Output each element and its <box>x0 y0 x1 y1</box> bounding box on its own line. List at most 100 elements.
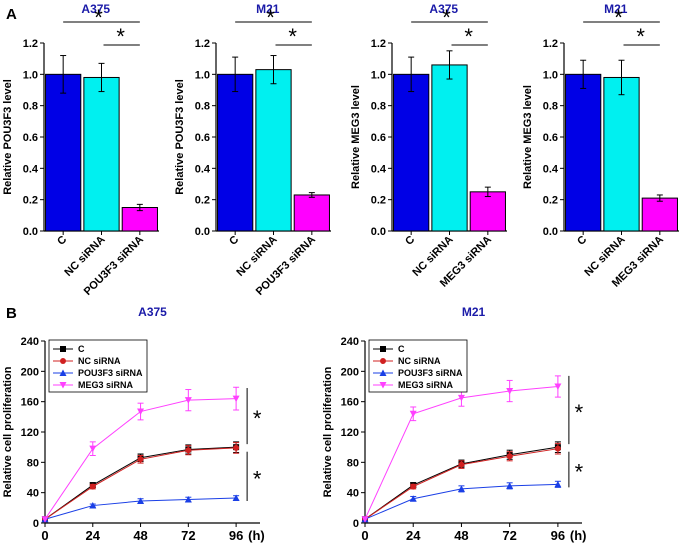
bar <box>393 73 430 232</box>
data-point <box>184 495 192 503</box>
bar <box>83 76 120 232</box>
significance-star: * <box>636 24 645 49</box>
chart-title: A375 <box>429 2 458 16</box>
y-tick-label: 240 <box>341 336 359 348</box>
y-tick-label: 0.4 <box>23 163 39 175</box>
bar-chart-4: 0.0 0.2 0.4 0.6 0.8 1.0 1.2 Relative MEG3 level… <box>522 2 679 290</box>
y-tick-label: 120 <box>21 427 39 439</box>
data-point <box>59 369 67 376</box>
data-point <box>409 495 417 502</box>
bar <box>565 73 602 232</box>
y-tick-label: 0.6 <box>195 132 210 144</box>
data-point <box>232 395 240 403</box>
bar <box>45 73 82 232</box>
y-tick-label: 1.0 <box>543 69 558 81</box>
significance-star: * <box>288 24 297 49</box>
data-point <box>233 444 240 451</box>
data-point <box>41 516 49 523</box>
bar <box>641 197 678 232</box>
y-tick-label: 0.4 <box>371 163 387 175</box>
chart-title: M21 <box>604 2 628 16</box>
x-tick-label: 72 <box>181 528 195 543</box>
data-point <box>137 408 145 416</box>
y-tick-label: 0.8 <box>195 101 210 113</box>
data-point <box>185 447 192 454</box>
y-tick-label: 200 <box>341 366 359 378</box>
category-label: C <box>227 234 241 248</box>
data-point <box>137 456 144 463</box>
data-point <box>380 358 386 364</box>
significance-star: * <box>575 400 584 425</box>
significance-star: * <box>266 5 275 30</box>
chart-title: M21 <box>462 305 486 319</box>
significance-star: * <box>116 24 125 49</box>
data-point <box>554 383 562 390</box>
y-tick-label: 0.4 <box>543 163 559 175</box>
y-tick-label: 0.6 <box>543 132 558 144</box>
bar <box>431 64 468 232</box>
data-point <box>458 461 465 468</box>
category-label: C <box>55 234 69 248</box>
legend: C NC siRNA POU3F3 siRNA MEG3 siRNA <box>48 339 148 393</box>
data-point <box>89 445 97 453</box>
y-tick-label: 0.4 <box>195 163 211 175</box>
y-tick-label: 0.2 <box>543 195 558 207</box>
data-point <box>379 369 387 376</box>
chart-title: M21 <box>256 2 280 16</box>
data-point <box>506 453 513 460</box>
y-tick-label: 1.0 <box>371 69 386 81</box>
chart-title: A375 <box>81 2 110 16</box>
data-point <box>60 358 66 364</box>
series-line <box>364 446 558 520</box>
bar <box>603 76 640 232</box>
legend-label: C <box>78 344 85 354</box>
y-tick-label: 1.0 <box>195 69 210 81</box>
y-tick-label: 0 <box>353 518 359 530</box>
x-tick-label: 24 <box>86 528 101 543</box>
x-tick-label: 48 <box>133 528 147 543</box>
data-point <box>361 516 369 523</box>
legend: C NC siRNA POU3F3 siRNA MEG3 siRNA <box>368 339 468 393</box>
y-tick-label: 40 <box>27 488 39 500</box>
y-tick-label: 1.2 <box>195 38 210 50</box>
y-axis-label: Relative MEG3 level <box>350 85 362 189</box>
significance-star: * <box>464 24 473 49</box>
line-chart-1: 0 40 80 120 160 200 240 0 24 48 72 96 (h) Relative ce… <box>2 305 265 543</box>
y-tick-label: 0.2 <box>371 195 386 207</box>
y-tick-label: 0.0 <box>543 226 558 238</box>
data-point <box>379 382 387 389</box>
y-axis-label: Relative MEG3 level <box>522 85 534 189</box>
y-tick-label: 0.0 <box>195 226 210 238</box>
y-axis-label: Relative cell proliferation <box>2 366 14 497</box>
charts-group: 0.0 0.2 0.4 0.6 0.8 1.0 1.2 Relative POU3F3 lev… <box>2 2 679 543</box>
y-tick-label: 0.8 <box>543 101 558 113</box>
bar <box>469 191 506 232</box>
data-point <box>409 410 417 418</box>
y-tick-label: 0.2 <box>23 195 38 207</box>
line-chart-2: 0 40 80 120 160 200 240 0 24 48 72 96 (h) Relative ce… <box>322 305 586 543</box>
bar <box>293 194 330 232</box>
significance-star: * <box>575 460 584 485</box>
y-tick-label: 0.0 <box>371 226 386 238</box>
category-label: C <box>403 234 417 248</box>
y-tick-label: 200 <box>21 366 39 378</box>
significance-star: * <box>253 406 262 431</box>
y-tick-label: 0.2 <box>195 195 210 207</box>
y-axis-label: Relative POU3F3 level <box>2 79 14 195</box>
panel-letter-b: B <box>6 305 17 322</box>
x-axis-unit: (h) <box>248 528 265 543</box>
y-tick-label: 1.2 <box>23 38 38 50</box>
legend-label: MEG3 siRNA <box>398 380 454 390</box>
legend-label: MEG3 siRNA <box>78 380 134 390</box>
category-label: C <box>575 234 589 248</box>
data-point <box>184 397 192 404</box>
y-tick-label: 0.6 <box>23 132 38 144</box>
data-point <box>89 502 97 509</box>
x-tick-label: 0 <box>41 528 48 543</box>
x-tick-label: 96 <box>229 528 243 543</box>
y-tick-label: 40 <box>347 488 359 500</box>
chart-title: A375 <box>138 305 167 319</box>
x-tick-label: 0 <box>361 528 368 543</box>
data-point <box>457 394 465 402</box>
data-point <box>137 497 145 505</box>
